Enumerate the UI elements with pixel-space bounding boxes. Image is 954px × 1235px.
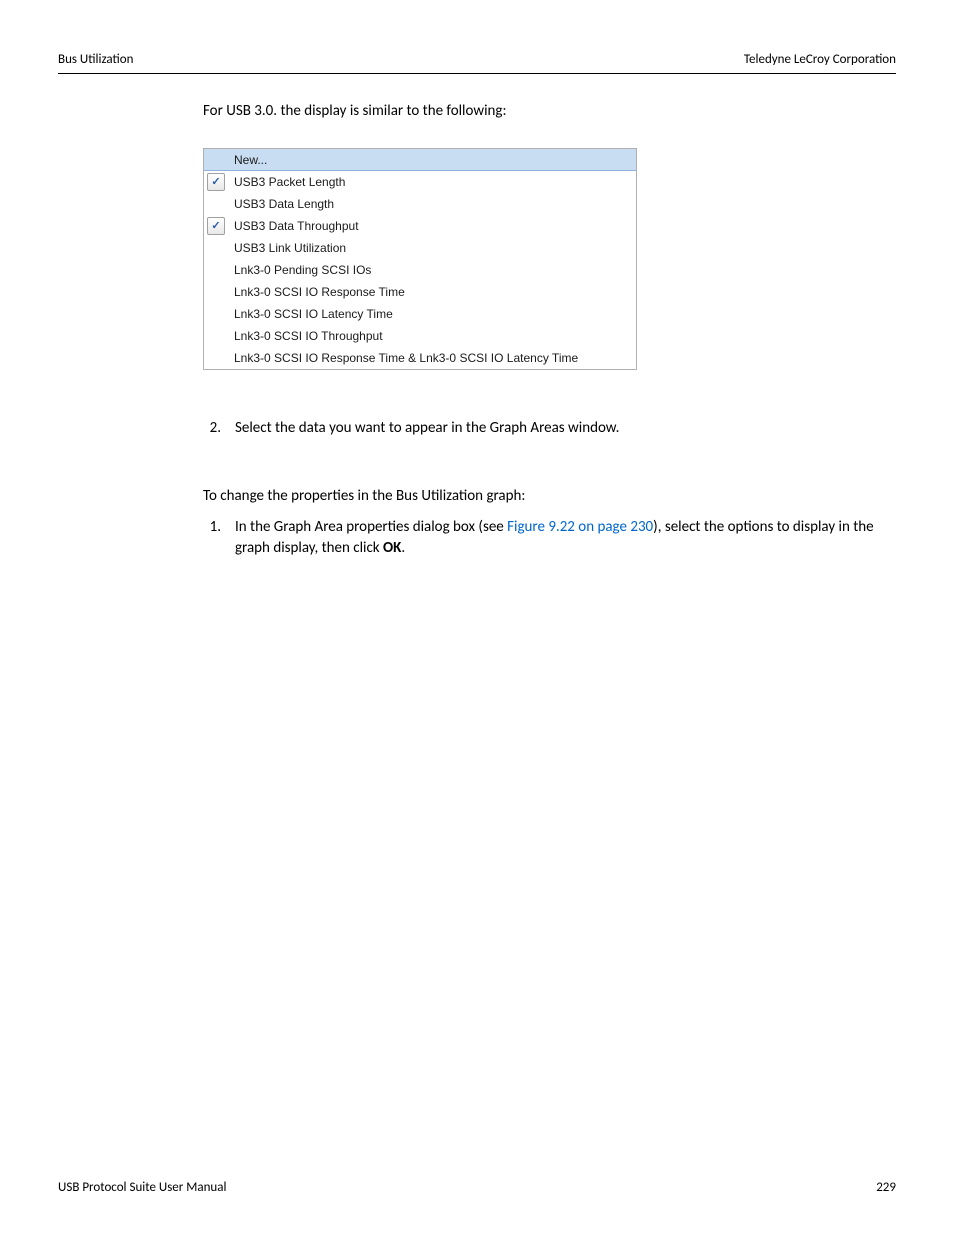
page-content: For USB 3.0. the display is similar to t…	[203, 102, 896, 559]
menu-item[interactable]: Lnk3-0 SCSI IO Response Time	[204, 281, 636, 303]
checkmark-icon: ✓	[211, 177, 220, 188]
step-1-container: 1. In the Graph Area properties dialog b…	[203, 517, 896, 559]
step-number: 2.	[203, 418, 235, 439]
check-column: ✓	[204, 217, 228, 235]
menu-item[interactable]: ✓ USB3 Packet Length	[204, 171, 636, 193]
menu-label: Lnk3-0 SCSI IO Latency Time	[228, 307, 393, 321]
step-prefix: In the Graph Area properties dialog box …	[235, 518, 507, 536]
menu-label: Lnk3-0 SCSI IO Throughput	[228, 329, 383, 343]
header-company-name: Teledyne LeCroy Corporation	[744, 52, 896, 67]
step-number: 1.	[203, 517, 235, 559]
menu-item[interactable]: Lnk3-0 SCSI IO Throughput	[204, 325, 636, 347]
menu-item[interactable]: Lnk3-0 Pending SCSI IOs	[204, 259, 636, 281]
step-text: In the Graph Area properties dialog box …	[235, 517, 896, 559]
menu-item[interactable]: USB3 Link Utilization	[204, 237, 636, 259]
menu-label: Lnk3-0 Pending SCSI IOs	[228, 263, 371, 277]
change-properties-intro: To change the properties in the Bus Util…	[203, 487, 896, 505]
menu-label: USB3 Packet Length	[228, 175, 345, 189]
footer-manual-title: USB Protocol Suite User Manual	[58, 1180, 226, 1195]
step-2-container: 2. Select the data you want to appear in…	[203, 418, 896, 439]
step-text: Select the data you want to appear in th…	[235, 418, 896, 439]
menu-item[interactable]: Lnk3-0 SCSI IO Latency Time	[204, 303, 636, 325]
step-item: 2. Select the data you want to appear in…	[203, 418, 896, 439]
ok-bold: OK	[383, 539, 401, 557]
menu-item[interactable]: USB3 Data Length	[204, 193, 636, 215]
menu-item[interactable]: Lnk3-0 SCSI IO Response Time & Lnk3-0 SC…	[204, 347, 636, 369]
checkmark-icon: ✓	[211, 221, 220, 232]
menu-label: USB3 Data Length	[228, 197, 334, 211]
check-column: ✓	[204, 173, 228, 191]
checkbox-icon: ✓	[207, 217, 225, 235]
step-suffix: .	[401, 539, 405, 557]
checkbox-icon: ✓	[207, 173, 225, 191]
step-item: 1. In the Graph Area properties dialog b…	[203, 517, 896, 559]
menu-label: USB3 Data Throughput	[228, 219, 359, 233]
footer-page-number: 229	[876, 1180, 896, 1195]
menu-label: New...	[228, 153, 267, 167]
menu-item-new[interactable]: New...	[204, 149, 636, 171]
figure-link[interactable]: Figure 9.22 on page 230	[507, 518, 653, 536]
menu-label: USB3 Link Utilization	[228, 241, 346, 255]
menu-label: Lnk3-0 SCSI IO Response Time & Lnk3-0 SC…	[228, 351, 578, 365]
menu-label: Lnk3-0 SCSI IO Response Time	[228, 285, 405, 299]
page-header: Bus Utilization Teledyne LeCroy Corporat…	[58, 52, 896, 74]
header-section-title: Bus Utilization	[58, 52, 133, 67]
page-footer: USB Protocol Suite User Manual 229	[58, 1180, 896, 1195]
graph-areas-menu: New... ✓ USB3 Packet Length USB3 Data Le…	[203, 148, 637, 370]
menu-item[interactable]: ✓ USB3 Data Throughput	[204, 215, 636, 237]
intro-paragraph: For USB 3.0. the display is similar to t…	[203, 102, 896, 120]
page-container: Bus Utilization Teledyne LeCroy Corporat…	[0, 0, 954, 1235]
